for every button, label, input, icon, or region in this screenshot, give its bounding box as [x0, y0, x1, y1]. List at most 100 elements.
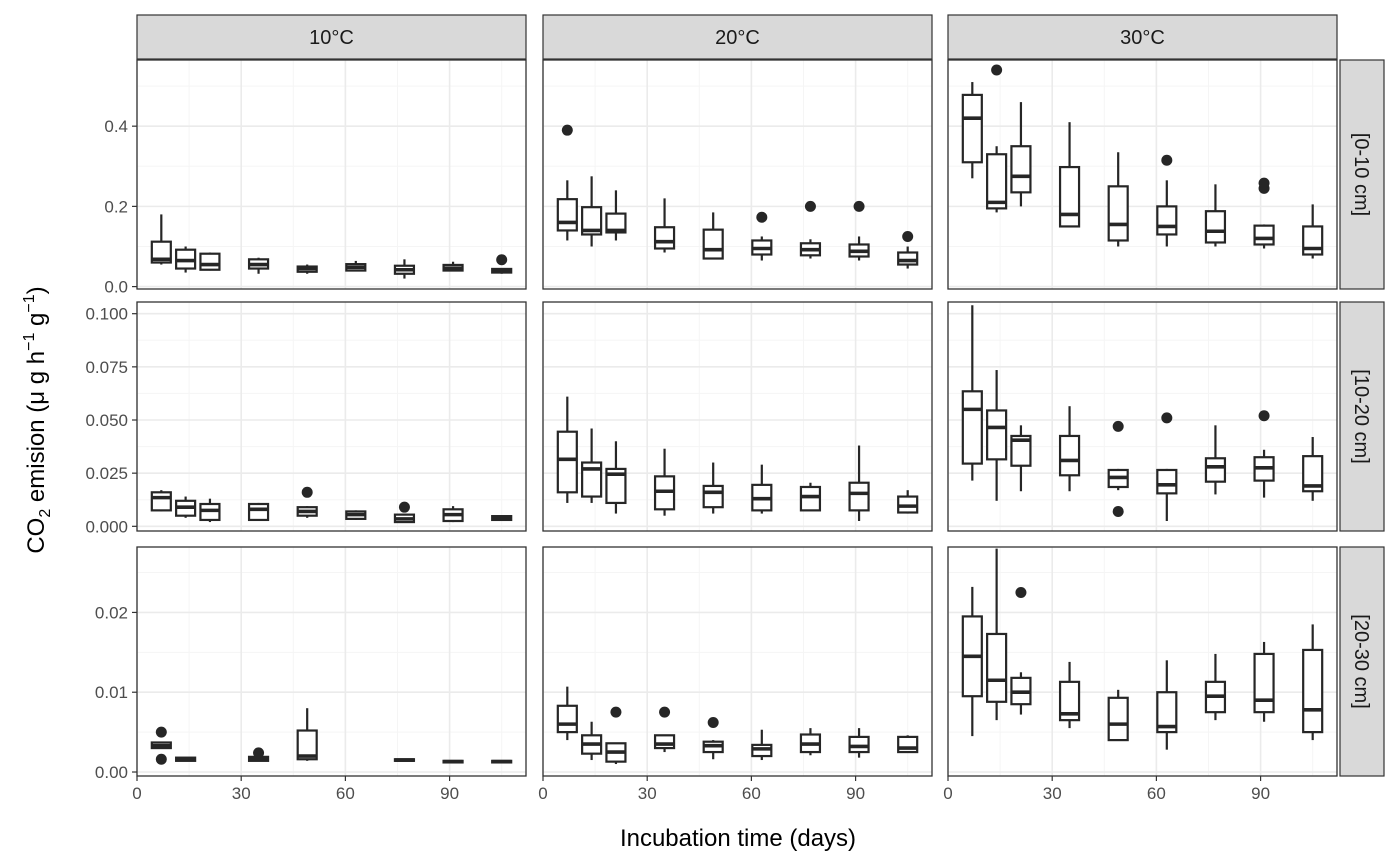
- box-iqr: [1058, 680, 1081, 722]
- box-iqr: [247, 502, 270, 522]
- outlier-point: [756, 211, 768, 223]
- box-day-77: [1204, 653, 1227, 721]
- box-day-14: [175, 246, 197, 273]
- box-iqr: [986, 632, 1008, 703]
- box-day-21: [199, 498, 221, 523]
- box-day-91: [442, 506, 464, 523]
- outlier-point: [902, 230, 914, 242]
- box-day-21: [1010, 425, 1032, 492]
- row-strip-label: [0-10 cm]: [1350, 133, 1372, 216]
- box-day-63: [345, 260, 367, 272]
- box-day-63: [1156, 660, 1178, 750]
- box-iqr: [605, 212, 627, 234]
- box-day-21: [605, 190, 627, 241]
- box-iqr: [1156, 691, 1178, 734]
- panel-2-0: [136, 546, 527, 777]
- box-iqr: [150, 491, 172, 512]
- box-day-35: [247, 257, 270, 274]
- column-strip: [947, 14, 1338, 60]
- box-iqr: [897, 251, 919, 266]
- box-iqr: [1156, 468, 1178, 495]
- box-day-14: [175, 756, 197, 762]
- box-iqr: [1058, 165, 1081, 228]
- box-day-14: [175, 496, 197, 518]
- row-strip: [1339, 546, 1385, 777]
- box-day-77: [799, 728, 822, 756]
- box-iqr: [1204, 210, 1227, 244]
- panel-background: [137, 302, 526, 531]
- box-day-63: [751, 464, 773, 514]
- box-iqr: [986, 153, 1008, 210]
- box-day-7: [150, 726, 172, 765]
- panel-border: [136, 546, 527, 777]
- box-iqr: [556, 704, 578, 734]
- box-iqr: [653, 734, 676, 750]
- y-tick-label: 0.2: [104, 197, 128, 216]
- x-tick-label: 0: [538, 784, 547, 803]
- box-day-49: [296, 708, 318, 761]
- panel-border: [136, 59, 527, 290]
- box-iqr: [1010, 434, 1032, 467]
- box-day-105: [491, 515, 513, 522]
- y-tick-label: 0.4: [104, 117, 128, 136]
- box-day-14: [581, 428, 603, 503]
- outlier-point: [155, 726, 167, 738]
- box-day-7: [961, 305, 983, 481]
- box-day-14: [581, 721, 603, 761]
- x-tick-label: 90: [440, 784, 459, 803]
- box-day-63: [751, 729, 773, 761]
- x-tick-label: 30: [1043, 784, 1062, 803]
- box-day-35: [1058, 406, 1081, 492]
- y-tick-label: 0.00: [95, 763, 128, 782]
- box-day-105: [897, 490, 919, 514]
- x-axis-title: Incubation time (days): [620, 825, 856, 852]
- outlier-point: [253, 747, 265, 759]
- box-day-91: [442, 759, 464, 764]
- y-tick-label: 0.025: [85, 464, 128, 483]
- outlier-point: [398, 501, 410, 513]
- box-iqr: [961, 93, 983, 164]
- outlier-point: [853, 200, 865, 212]
- box-day-77: [1204, 184, 1227, 247]
- box-iqr: [1302, 455, 1324, 493]
- box-day-105: [1302, 437, 1324, 501]
- y-tick-label: 0.0: [104, 278, 128, 297]
- column-strips: 10°C 20°C 30°C: [136, 14, 1338, 60]
- panel-border: [947, 59, 1338, 290]
- box-day-77: [393, 501, 416, 524]
- outlier-point: [610, 706, 622, 718]
- box-day-105: [1302, 204, 1324, 259]
- box-day-14: [986, 548, 1008, 721]
- outlier-point: [496, 254, 508, 266]
- x-tick-label: 30: [232, 784, 251, 803]
- box-iqr: [1204, 457, 1227, 483]
- box-day-49: [1107, 689, 1129, 742]
- panel-0-1: [542, 59, 933, 290]
- panel-background: [543, 60, 932, 289]
- x-tick-label: 90: [846, 784, 865, 803]
- box-day-63: [345, 510, 367, 520]
- box-day-7: [961, 82, 983, 179]
- box-day-49: [702, 717, 724, 760]
- box-day-77: [799, 482, 822, 512]
- box-iqr: [1302, 648, 1324, 734]
- x-tick-label: 0: [132, 784, 141, 803]
- column-strip: [542, 14, 933, 60]
- y-tick-label: 0.050: [85, 411, 128, 430]
- column-strip-label: 10°C: [309, 27, 354, 49]
- box-day-35: [653, 706, 676, 753]
- y-tick-label: 0.000: [85, 517, 128, 536]
- box-day-7: [150, 214, 172, 265]
- box-iqr: [605, 467, 627, 505]
- x-tick-label: 60: [336, 784, 355, 803]
- box-day-7: [556, 396, 578, 503]
- column-strip-label: 20°C: [715, 27, 760, 49]
- panel-1-0: [136, 301, 527, 532]
- panel-background: [137, 60, 526, 289]
- box-day-49: [1107, 420, 1129, 517]
- row-strip-label: [10-20 cm]: [1350, 369, 1372, 463]
- box-day-49: [702, 462, 724, 514]
- box-day-35: [653, 198, 676, 253]
- box-day-49: [702, 212, 724, 260]
